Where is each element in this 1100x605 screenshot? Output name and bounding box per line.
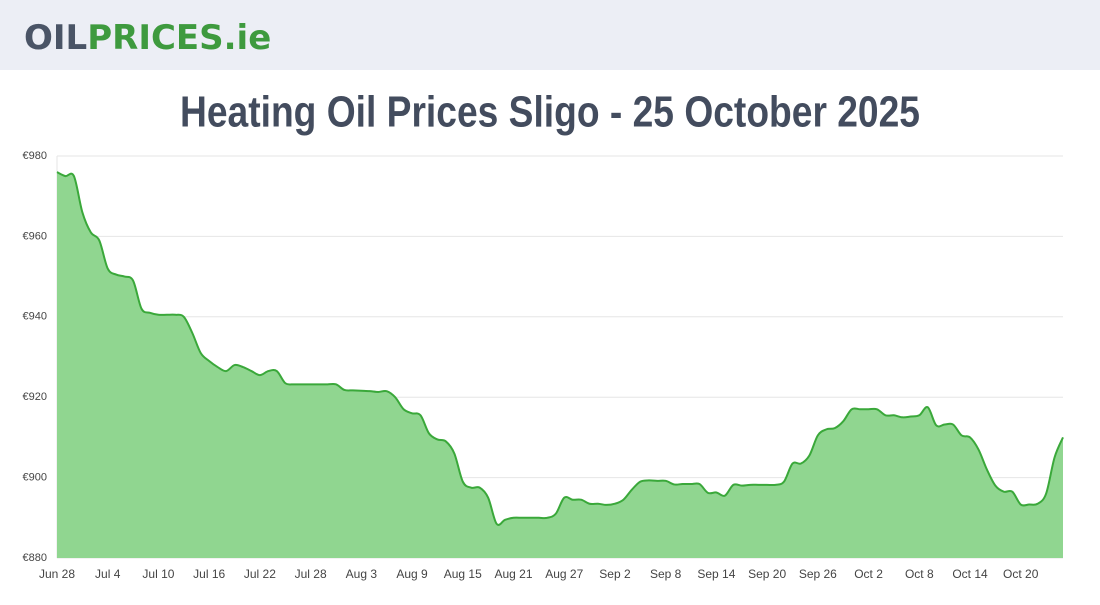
x-tick-label: Oct 20	[1003, 567, 1039, 581]
x-tick-label: Oct 8	[905, 567, 934, 581]
x-tick-label: Oct 14	[952, 567, 988, 581]
y-tick-label: €920	[23, 391, 47, 403]
y-tick-label: €960	[23, 230, 47, 242]
line	[56, 171, 1064, 526]
x-tick-label: Sep 2	[599, 567, 631, 581]
x-tick-label: Jul 10	[142, 567, 174, 581]
area	[57, 172, 1063, 558]
x-tick-label: Sep 20	[748, 567, 786, 581]
x-tick-label: Aug 27	[545, 567, 583, 581]
logo-part: OIL	[24, 18, 87, 58]
x-tick-label: Oct 2	[854, 567, 883, 581]
x-tick-label: Jul 4	[95, 567, 121, 581]
y-tick-label: €940	[23, 311, 47, 323]
y-tick-label: €880	[23, 552, 47, 564]
x-tick-label: Sep 26	[799, 567, 837, 581]
x-tick-label: Jul 22	[244, 567, 276, 581]
chart: €880 €900 €920 €940 €960 €980 Jun 28 Jul 4 Jul 1…	[23, 150, 1064, 581]
header-bar	[0, 0, 1100, 70]
x-tick-label: Sep 8	[650, 567, 682, 581]
x-tick-label: Jul 28	[295, 567, 327, 581]
y-tick-label: €900	[23, 472, 47, 484]
x-tick-label: Aug 9	[396, 567, 428, 581]
x-tick-label: Aug 21	[494, 567, 532, 581]
x-tick-label: Aug 3	[346, 567, 378, 581]
logo-part: PRICES.ie	[87, 18, 271, 58]
x-tick-label: Sep 14	[697, 567, 735, 581]
x-tick-label: Aug 15	[444, 567, 482, 581]
x-tick-label: Jun 28	[39, 567, 75, 581]
x-tick-label: Jul 16	[193, 567, 225, 581]
y-tick-label: €980	[23, 150, 47, 162]
logo[interactable]: OILPRICES.ie	[24, 18, 271, 58]
chart-title: Heating Oil Prices Sligo - 25 October 20…	[180, 88, 920, 137]
